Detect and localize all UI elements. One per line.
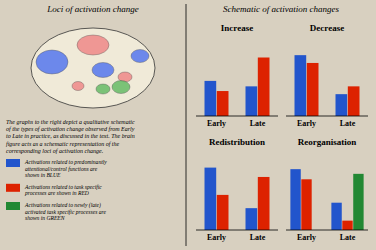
- legend-label: Activations related to predominantlyatte…: [24, 159, 107, 178]
- bar: [246, 86, 258, 116]
- brain-outline: [31, 28, 155, 108]
- chart-title: Decrease: [310, 23, 344, 33]
- bar: [336, 94, 348, 116]
- legend-item: Activations related to task specificproc…: [6, 184, 102, 197]
- legend-swatch: [6, 202, 20, 210]
- bar-chart: Decrease Early Late: [286, 23, 368, 128]
- chart-title: Reorganisation: [298, 137, 357, 147]
- x-tick-label: Late: [250, 119, 266, 128]
- x-tick-label: Early: [207, 233, 226, 242]
- bar: [331, 203, 341, 230]
- bar: [205, 81, 217, 116]
- x-tick-label: Early: [297, 119, 316, 128]
- legend-swatch: [6, 159, 20, 167]
- left-title: Loci of activation change: [46, 4, 139, 14]
- x-tick-label: Early: [297, 233, 316, 242]
- x-tick-label: Late: [340, 119, 356, 128]
- bar: [258, 177, 270, 230]
- chart-title: Redistribution: [209, 137, 265, 147]
- bar: [295, 55, 307, 116]
- bars: [295, 55, 360, 116]
- x-axis: [286, 230, 368, 231]
- brain-spot: [36, 50, 68, 74]
- legend-item: Activations related to newly (late)activ…: [6, 202, 106, 221]
- bar-chart: Increase Early Late: [196, 23, 278, 128]
- legend-label: Activations related to task specificproc…: [24, 184, 102, 197]
- bars: [205, 58, 270, 117]
- bars: [290, 169, 363, 230]
- x-axis: [196, 116, 278, 117]
- x-tick-label: Late: [340, 233, 356, 242]
- bar: [217, 195, 229, 230]
- x-axis: [196, 230, 278, 231]
- bar: [307, 63, 319, 116]
- x-tick-label: Early: [207, 119, 226, 128]
- brain-spot: [77, 35, 109, 55]
- bar: [258, 58, 270, 117]
- bar: [342, 221, 352, 230]
- bars: [205, 168, 270, 230]
- bar: [290, 169, 300, 230]
- brain-spot: [112, 81, 130, 94]
- bar-chart: Reorganisation Early Late: [286, 137, 368, 242]
- brain-schematic: [31, 28, 155, 108]
- bar: [353, 174, 363, 230]
- right-title: Schematic of activation changes: [223, 4, 340, 14]
- bar-chart: Redistribution Early Late: [196, 137, 278, 242]
- chart-title: Increase: [221, 23, 253, 33]
- bar: [301, 179, 311, 230]
- bar: [348, 86, 360, 116]
- bar: [217, 91, 229, 116]
- divider: [186, 4, 187, 246]
- x-axis: [286, 116, 368, 117]
- left-description: The graphs to the right depict a qualita…: [6, 119, 135, 154]
- bar: [246, 208, 258, 230]
- legend-item: Activations related to predominantlyatte…: [6, 159, 107, 178]
- bar: [205, 168, 217, 230]
- brain-spot: [92, 63, 114, 78]
- brain-spot: [96, 84, 110, 94]
- legend-label: Activations related to newly (late)activ…: [24, 202, 106, 221]
- brain-spot: [131, 50, 149, 63]
- brain-spot: [72, 82, 84, 91]
- x-tick-label: Late: [250, 233, 266, 242]
- legend-swatch: [6, 184, 20, 192]
